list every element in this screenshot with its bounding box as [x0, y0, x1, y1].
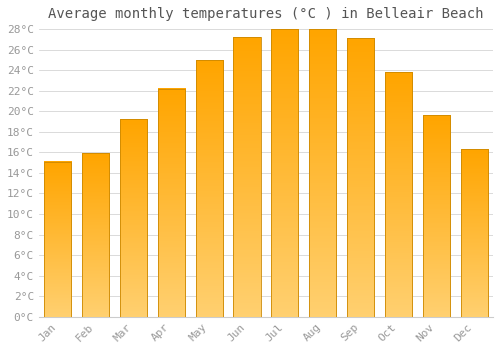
Bar: [120, 119, 147, 317]
Bar: [44, 162, 72, 317]
Bar: [460, 149, 488, 317]
Bar: [196, 60, 223, 317]
Title: Average monthly temperatures (°C ) in Belleair Beach: Average monthly temperatures (°C ) in Be…: [48, 7, 484, 21]
Bar: [271, 29, 298, 317]
Bar: [158, 89, 185, 317]
Bar: [82, 153, 109, 317]
Bar: [347, 38, 374, 317]
Bar: [422, 116, 450, 317]
Bar: [385, 72, 412, 317]
Bar: [309, 29, 336, 317]
Bar: [234, 37, 260, 317]
